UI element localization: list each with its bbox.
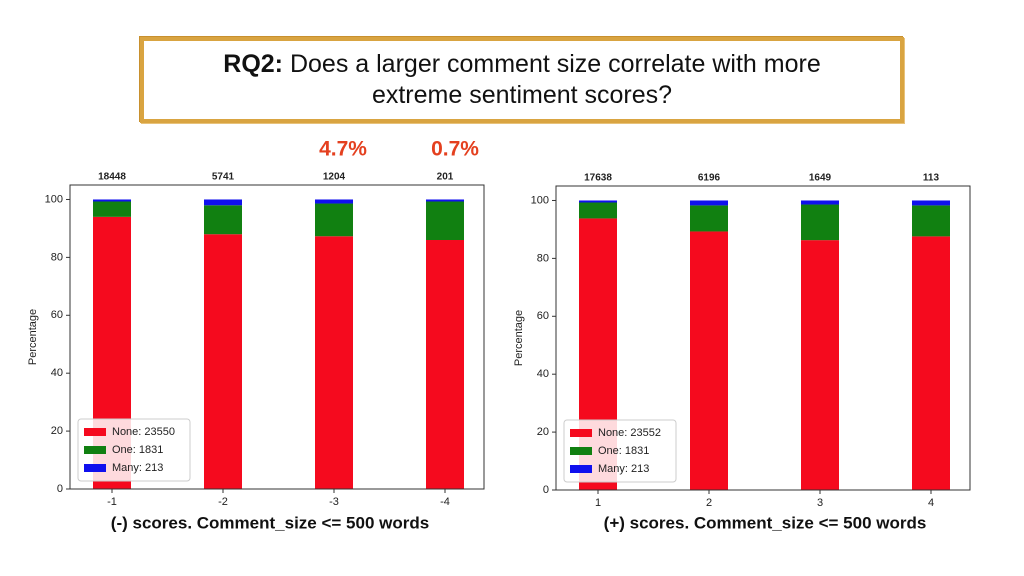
plot-frame (69, 184, 485, 490)
title: RQ2: Does a larger comment size correlat… (184, 49, 860, 111)
bar-segment (315, 236, 353, 489)
bar-segment (801, 240, 839, 490)
bar-segment (315, 199, 353, 204)
annotation: 4.7% (319, 138, 367, 161)
bar-segment (690, 200, 728, 206)
plot-frame (555, 185, 971, 491)
title-text: Does a larger comment size correlate wit… (289, 50, 821, 109)
x-tick-label: -1 (107, 496, 117, 508)
bar-total: 113 (923, 173, 940, 184)
legend-label: None: 23550 (112, 426, 175, 438)
bar-total: 201 (437, 172, 454, 183)
bar-segment (93, 199, 131, 202)
y-tick-label: 0 (543, 484, 549, 496)
x-tick-label: 4 (928, 497, 934, 509)
legend-swatch (84, 446, 106, 454)
y-axis-label: Percentage (513, 310, 525, 366)
bar-segment (579, 202, 617, 219)
legend-label: One: 1831 (598, 445, 649, 457)
legend-swatch (84, 464, 106, 472)
y-tick-label: 20 (51, 425, 63, 437)
legend-swatch (570, 465, 592, 473)
bar-total: 1649 (809, 173, 832, 184)
legend-swatch (570, 429, 592, 437)
y-tick-label: 40 (537, 368, 549, 380)
caption: (+) scores. Comment_size <= 500 words (604, 513, 927, 532)
y-tick-label: 80 (51, 251, 63, 263)
bar-segment (204, 234, 242, 489)
y-tick-label: 100 (531, 194, 549, 206)
bar-segment (315, 203, 353, 237)
bar-segment (912, 205, 950, 237)
y-tick-label: 0 (57, 483, 63, 495)
x-tick-label: -3 (329, 496, 339, 508)
bar-total: 18448 (98, 172, 126, 183)
bar-segment (426, 240, 464, 489)
bar-segment (204, 205, 242, 235)
y-tick-label: 60 (51, 309, 63, 321)
title-box: RQ2: Does a larger comment size correlat… (140, 37, 904, 123)
bar-segment (801, 200, 839, 205)
bar-total: 6196 (698, 173, 721, 184)
legend-swatch (570, 447, 592, 455)
y-tick-label: 40 (51, 367, 63, 379)
y-axis-label: Percentage (27, 309, 39, 365)
bar-total: 5741 (212, 172, 235, 183)
legend-swatch (84, 428, 106, 436)
x-tick-label: 2 (706, 497, 712, 509)
y-tick-label: 60 (537, 310, 549, 322)
legend-label: None: 23552 (598, 427, 661, 439)
title-bold: RQ2: (223, 50, 284, 78)
legend-label: One: 1831 (112, 444, 163, 456)
bar-total: 1204 (323, 172, 346, 183)
x-tick-label: 3 (817, 497, 823, 509)
caption: (-) scores. Comment_size <= 500 words (111, 513, 429, 532)
x-tick-label: -4 (440, 496, 450, 508)
legend-label: Many: 213 (598, 463, 649, 475)
legend-label: Many: 213 (112, 462, 163, 474)
bar-segment (204, 199, 242, 206)
bar-segment (801, 204, 839, 241)
bar-segment (426, 199, 464, 202)
x-tick-label: -2 (218, 496, 228, 508)
bar-total: 17638 (584, 173, 612, 184)
bar-segment (690, 231, 728, 490)
annotation: 0.7% (431, 138, 479, 161)
bar-segment (93, 201, 131, 217)
bar-segment (579, 200, 617, 203)
y-tick-label: 80 (537, 252, 549, 264)
bar-segment (912, 236, 950, 490)
bar-segment (426, 201, 464, 241)
y-tick-label: 100 (45, 193, 63, 205)
bar-segment (912, 200, 950, 206)
y-tick-label: 20 (537, 426, 549, 438)
bar-segment (690, 205, 728, 232)
x-tick-label: 1 (595, 497, 601, 509)
